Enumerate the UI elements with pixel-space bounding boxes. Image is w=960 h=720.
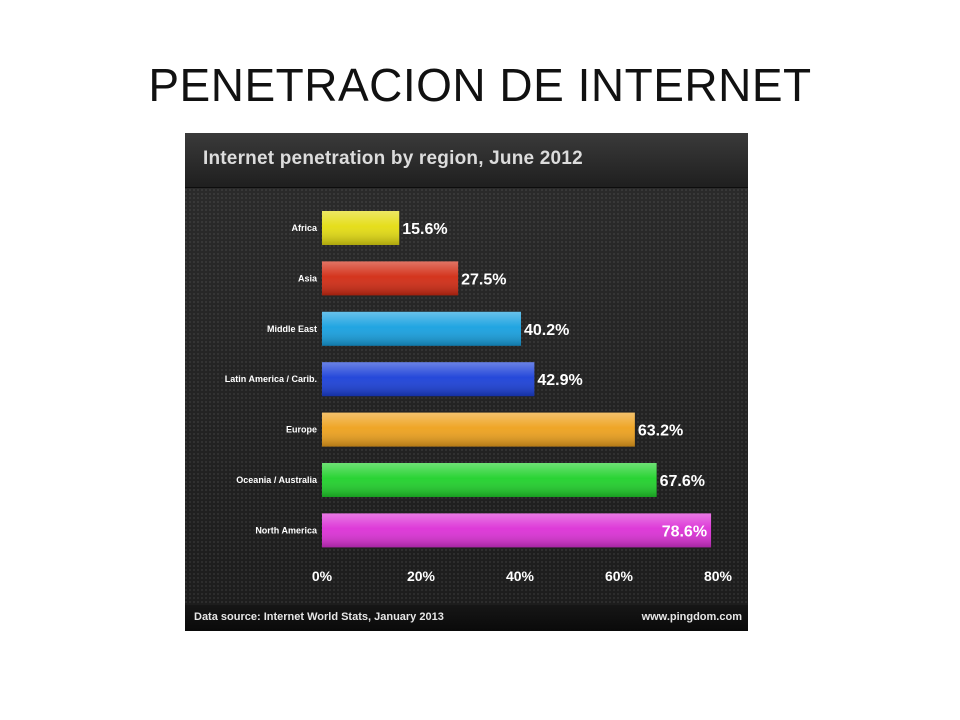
bar-gloss [322,463,657,497]
bar-gloss [322,513,712,548]
chart-panel: Internet penetration by region, June 201… [185,133,748,631]
bar-gloss [322,211,400,245]
category-label: North America [255,525,318,535]
chart-header: Internet penetration by region, June 201… [185,133,748,188]
x-tick-label: 60% [605,568,634,584]
data-source-note: Data source: Internet World Stats, Janua… [194,611,444,623]
value-label: 67.6% [660,473,705,490]
value-label: 27.5% [461,271,506,288]
category-label: Africa [291,223,318,233]
bar-gloss [322,412,635,447]
category-label: Latin America / Carib. [225,374,317,384]
value-label: 78.6% [662,523,707,540]
source-site: www.pingdom.com [641,611,742,623]
bar-gloss [322,311,521,346]
value-label: 63.2% [638,423,683,440]
x-tick-label: 80% [704,568,733,584]
x-tick-label: 40% [506,568,535,584]
category-label: Asia [298,273,318,283]
x-tick-label: 0% [312,568,333,584]
category-label: Europe [286,425,317,435]
bar-gloss [322,261,459,296]
chart-footer: Data source: Internet World Stats, Janua… [185,605,748,631]
bar-chart: Africa 15.6% Asia 27.5% Middle East 40.2% Lati… [225,211,733,584]
category-label: Oceania / Australia [236,475,318,485]
chart-title: Internet penetration by region, June 201… [203,148,583,169]
x-tick-label: 20% [407,568,436,584]
value-label: 40.2% [524,322,569,339]
bar-gloss [322,362,535,397]
slide-title: PENETRACION DE INTERNET [148,59,812,111]
category-label: Middle East [267,324,317,334]
value-label: 42.9% [537,372,582,389]
value-label: 15.6% [402,221,447,238]
